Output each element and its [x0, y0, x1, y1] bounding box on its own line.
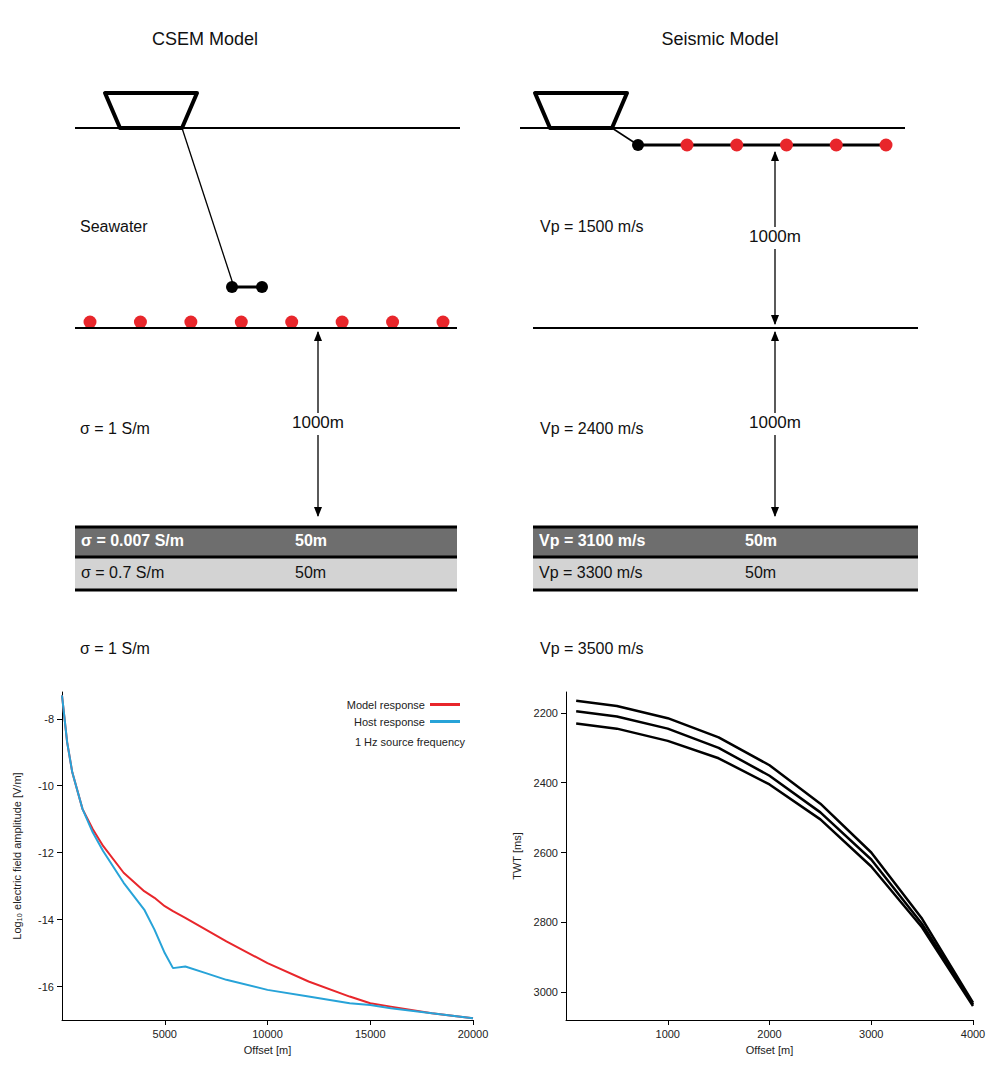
- svg-text:Seismic Model: Seismic Model: [661, 29, 778, 49]
- svg-text:Vp = 1500 m/s: Vp = 1500 m/s: [540, 218, 644, 235]
- svg-text:Offset [m]: Offset [m]: [746, 1044, 793, 1056]
- svg-text:1000m: 1000m: [749, 413, 801, 432]
- svg-text:50m: 50m: [295, 532, 327, 549]
- svg-text:1000m: 1000m: [749, 227, 801, 246]
- svg-text:50m: 50m: [745, 564, 776, 581]
- svg-text:-16: -16: [38, 981, 54, 993]
- svg-text:Host response: Host response: [354, 716, 425, 728]
- svg-text:3000: 3000: [859, 1028, 883, 1040]
- svg-text:-8: -8: [44, 713, 54, 725]
- svg-text:10000: 10000: [252, 1028, 283, 1040]
- svg-text:σ = 1 S/m: σ = 1 S/m: [80, 640, 150, 657]
- svg-text:2800: 2800: [534, 916, 558, 928]
- svg-text:3000: 3000: [534, 986, 558, 998]
- svg-text:σ = 0.007 S/m: σ = 0.007 S/m: [81, 532, 184, 549]
- svg-text:50m: 50m: [295, 564, 326, 581]
- svg-text:Vp = 3100 m/s: Vp = 3100 m/s: [539, 532, 645, 549]
- svg-text:Seawater: Seawater: [80, 218, 148, 235]
- svg-text:-10: -10: [38, 780, 54, 792]
- svg-text:1000m: 1000m: [292, 413, 344, 432]
- svg-text:5000: 5000: [153, 1028, 177, 1040]
- svg-text:2000: 2000: [757, 1028, 781, 1040]
- svg-text:Vp = 3300 m/s: Vp = 3300 m/s: [539, 564, 643, 581]
- svg-text:1000: 1000: [656, 1028, 680, 1040]
- svg-text:2200: 2200: [534, 707, 558, 719]
- svg-text:σ = 0.7 S/m: σ = 0.7 S/m: [81, 564, 164, 581]
- svg-text:Model response: Model response: [347, 699, 425, 711]
- svg-text:Offset [m]: Offset [m]: [244, 1044, 291, 1056]
- svg-text:Vp = 2400 m/s: Vp = 2400 m/s: [540, 420, 644, 437]
- svg-text:Vp = 3500 m/s: Vp = 3500 m/s: [540, 640, 644, 657]
- svg-text:σ = 1 S/m: σ = 1 S/m: [80, 420, 150, 437]
- svg-text:15000: 15000: [355, 1028, 386, 1040]
- svg-text:CSEM Model: CSEM Model: [152, 29, 258, 49]
- svg-text:2400: 2400: [534, 777, 558, 789]
- svg-text:TWT [ms]: TWT [ms]: [511, 832, 523, 879]
- svg-text:4000: 4000: [961, 1028, 985, 1040]
- svg-text:-12: -12: [38, 847, 54, 859]
- svg-text:-14: -14: [38, 914, 54, 926]
- svg-text:Log₁₀ electric field amplitude: Log₁₀ electric field amplitude [V/m]: [11, 772, 23, 939]
- svg-text:20000: 20000: [458, 1028, 489, 1040]
- svg-text:1 Hz source frequency: 1 Hz source frequency: [355, 736, 466, 748]
- svg-text:2600: 2600: [534, 847, 558, 859]
- svg-text:50m: 50m: [745, 532, 777, 549]
